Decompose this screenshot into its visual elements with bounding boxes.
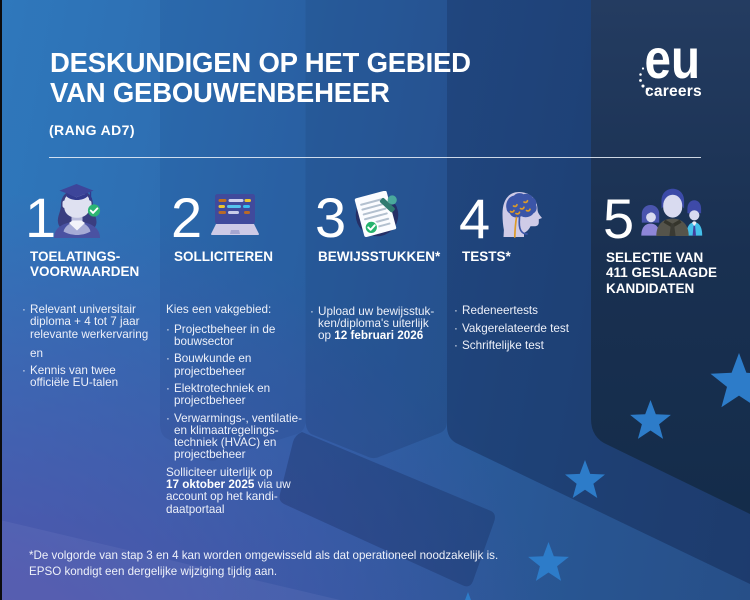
svg-text:careers: careers [645, 83, 702, 100]
svg-text:eu: eu [645, 44, 701, 91]
